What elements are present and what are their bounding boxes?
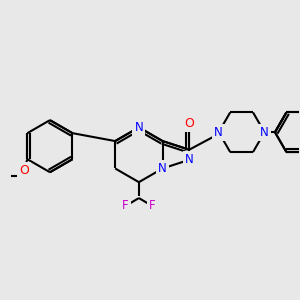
Text: F: F: [149, 200, 155, 212]
Text: N: N: [214, 126, 223, 139]
Text: F: F: [122, 200, 129, 212]
Text: N: N: [158, 162, 167, 175]
Text: N: N: [134, 121, 143, 134]
Text: O: O: [184, 116, 194, 130]
Text: N: N: [260, 126, 269, 139]
Text: N: N: [185, 153, 194, 166]
Text: O: O: [19, 164, 29, 177]
